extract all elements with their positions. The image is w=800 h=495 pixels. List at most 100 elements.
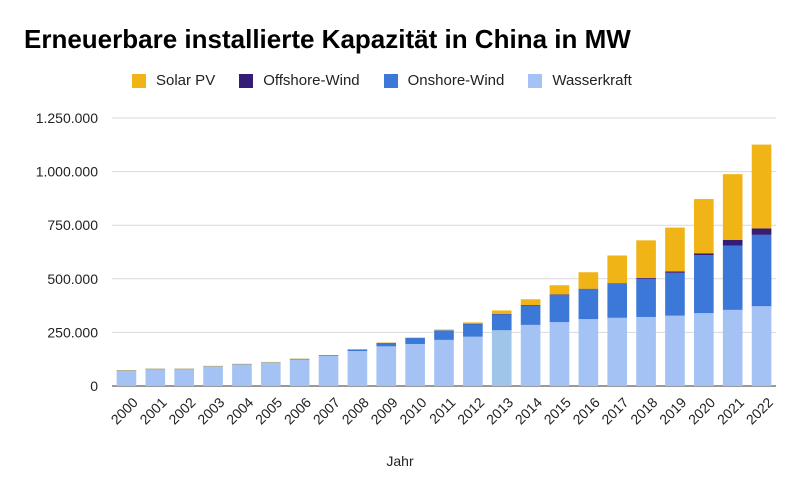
legend-item-onshore-wind: Onshore-Wind <box>383 72 505 89</box>
bar-onshore-wind-2011 <box>434 330 454 340</box>
bar-wasserkraft-2009 <box>376 346 397 386</box>
bar-onshore-wind-2009 <box>376 342 397 347</box>
bar-wasserkraft-2010 <box>405 343 425 386</box>
y-tick-label: 250.000 <box>47 324 98 340</box>
legend-item-solar-pv: Solar PV <box>132 72 215 89</box>
legend-swatch-offshore-wind <box>239 73 254 88</box>
legend-label-onshore-wind: Onshore-Wind <box>407 72 505 89</box>
bar-onshore-wind-2015 <box>549 294 570 323</box>
y-tick-label: 0 <box>90 378 98 394</box>
x-axis-label: Jahr <box>386 453 414 469</box>
y-tick-label: 500.000 <box>47 271 98 287</box>
bar-wasserkraft-2012 <box>463 336 483 386</box>
x-tick-label: 2016 <box>569 394 602 427</box>
bar-offshore-wind-2022 <box>751 228 772 235</box>
x-tick-label: 2018 <box>627 394 660 427</box>
bar-wasserkraft-2018 <box>636 316 656 386</box>
bar-solar-pv-2013 <box>491 310 512 315</box>
bar-wasserkraft-2004 <box>232 364 252 386</box>
bar-solar-pv-2019 <box>665 227 685 272</box>
y-tick-label: 1.000.000 <box>36 164 98 180</box>
x-tick-label: 2004 <box>223 394 256 427</box>
bar-solar-pv-2021 <box>722 174 743 240</box>
bar-onshore-wind-2020 <box>694 255 714 314</box>
bar-offshore-wind-2019 <box>665 271 685 273</box>
x-tick-label: 2012 <box>454 394 487 427</box>
x-tick-label: 2015 <box>541 394 574 427</box>
bar-wasserkraft-2005 <box>260 362 281 386</box>
bar-wasserkraft-2020 <box>694 313 714 386</box>
legend-item-offshore-wind: Offshore-Wind <box>239 72 360 89</box>
bar-wasserkraft-2008 <box>347 351 368 386</box>
x-tick-label: 2005 <box>252 394 285 427</box>
bar-wasserkraft-2002 <box>174 368 194 386</box>
bar-solar-pv-2015 <box>549 285 570 295</box>
bar-wasserkraft-2017 <box>607 317 628 386</box>
x-tick-label: 2001 <box>136 394 169 427</box>
bar-wasserkraft-2015 <box>549 322 570 386</box>
bar-onshore-wind-2006 <box>289 358 310 360</box>
bar-offshore-wind-2018 <box>636 277 656 279</box>
bar-wasserkraft-2022 <box>751 306 772 386</box>
chart-title: Erneuerbare installierte Kapazität in Ch… <box>24 24 631 54</box>
legend-item-wasserkraft: Wasserkraft <box>528 72 632 89</box>
bar-solar-pv-2012 <box>463 322 483 324</box>
bar-onshore-wind-2021 <box>722 245 743 310</box>
x-axis-ticks: 2000200120022003200420052006200720082009… <box>108 394 777 427</box>
bar-wasserkraft-2011 <box>434 339 454 386</box>
x-tick-label: 2017 <box>598 394 631 427</box>
bar-solar-pv-2022 <box>751 144 772 229</box>
x-tick-label: 2021 <box>714 394 747 427</box>
legend-swatch-solar-pv <box>132 73 146 88</box>
x-tick-label: 2011 <box>426 394 459 427</box>
bar-wasserkraft-2013 <box>491 330 512 386</box>
bar-solar-pv-2011 <box>434 329 454 331</box>
y-tick-label: 1.250.000 <box>36 110 98 126</box>
legend: Solar PV Offshore-Wind Onshore-Wind Wass… <box>132 72 632 89</box>
bars <box>116 144 772 386</box>
bar-onshore-wind-2019 <box>665 272 685 316</box>
bar-offshore-wind-2021 <box>722 239 743 246</box>
bar-wasserkraft-2000 <box>116 370 137 386</box>
legend-swatch-onshore-wind <box>383 73 398 88</box>
bar-wasserkraft-2006 <box>289 359 310 386</box>
bar-offshore-wind-2017 <box>607 283 628 284</box>
bar-offshore-wind-2020 <box>694 253 714 256</box>
bar-wasserkraft-2001 <box>145 368 166 386</box>
x-tick-label: 2022 <box>743 394 776 427</box>
bar-solar-pv-2016 <box>578 272 599 289</box>
x-tick-label: 2009 <box>367 394 400 427</box>
x-tick-label: 2006 <box>281 394 314 427</box>
bar-wasserkraft-2016 <box>578 319 599 386</box>
legend-swatch-wasserkraft <box>528 73 543 88</box>
x-tick-label: 2000 <box>108 394 141 427</box>
bar-onshore-wind-2010 <box>405 337 425 344</box>
x-tick-label: 2014 <box>512 394 545 427</box>
bar-solar-pv-2017 <box>607 255 628 284</box>
bar-onshore-wind-2013 <box>491 314 512 331</box>
y-tick-label: 750.000 <box>47 217 98 233</box>
bar-onshore-wind-2012 <box>463 323 483 337</box>
bar-onshore-wind-2018 <box>636 278 656 317</box>
legend-label-wasserkraft: Wasserkraft <box>552 72 632 89</box>
x-tick-label: 2010 <box>396 394 429 427</box>
bar-wasserkraft-2003 <box>203 366 223 386</box>
bar-onshore-wind-2014 <box>520 305 541 325</box>
bar-onshore-wind-2016 <box>578 289 599 320</box>
bar-solar-pv-2014 <box>520 299 541 306</box>
bar-onshore-wind-2022 <box>751 234 772 307</box>
bar-solar-pv-2018 <box>636 240 656 278</box>
bar-wasserkraft-2019 <box>665 315 685 386</box>
bar-onshore-wind-2017 <box>607 283 628 318</box>
x-tick-label: 2003 <box>194 394 227 427</box>
bar-onshore-wind-2008 <box>347 349 368 352</box>
bar-wasserkraft-2007 <box>318 355 339 386</box>
x-tick-label: 2008 <box>339 394 372 427</box>
x-tick-label: 2013 <box>483 394 516 427</box>
y-axis-ticks: 0 250.000 500.000 750.000 1.000.000 1.250.000 <box>36 110 99 394</box>
x-tick-label: 2007 <box>310 394 343 427</box>
x-tick-label: 2020 <box>685 394 718 427</box>
bar-wasserkraft-2021 <box>722 309 743 386</box>
bar-onshore-wind-2007 <box>318 355 339 356</box>
